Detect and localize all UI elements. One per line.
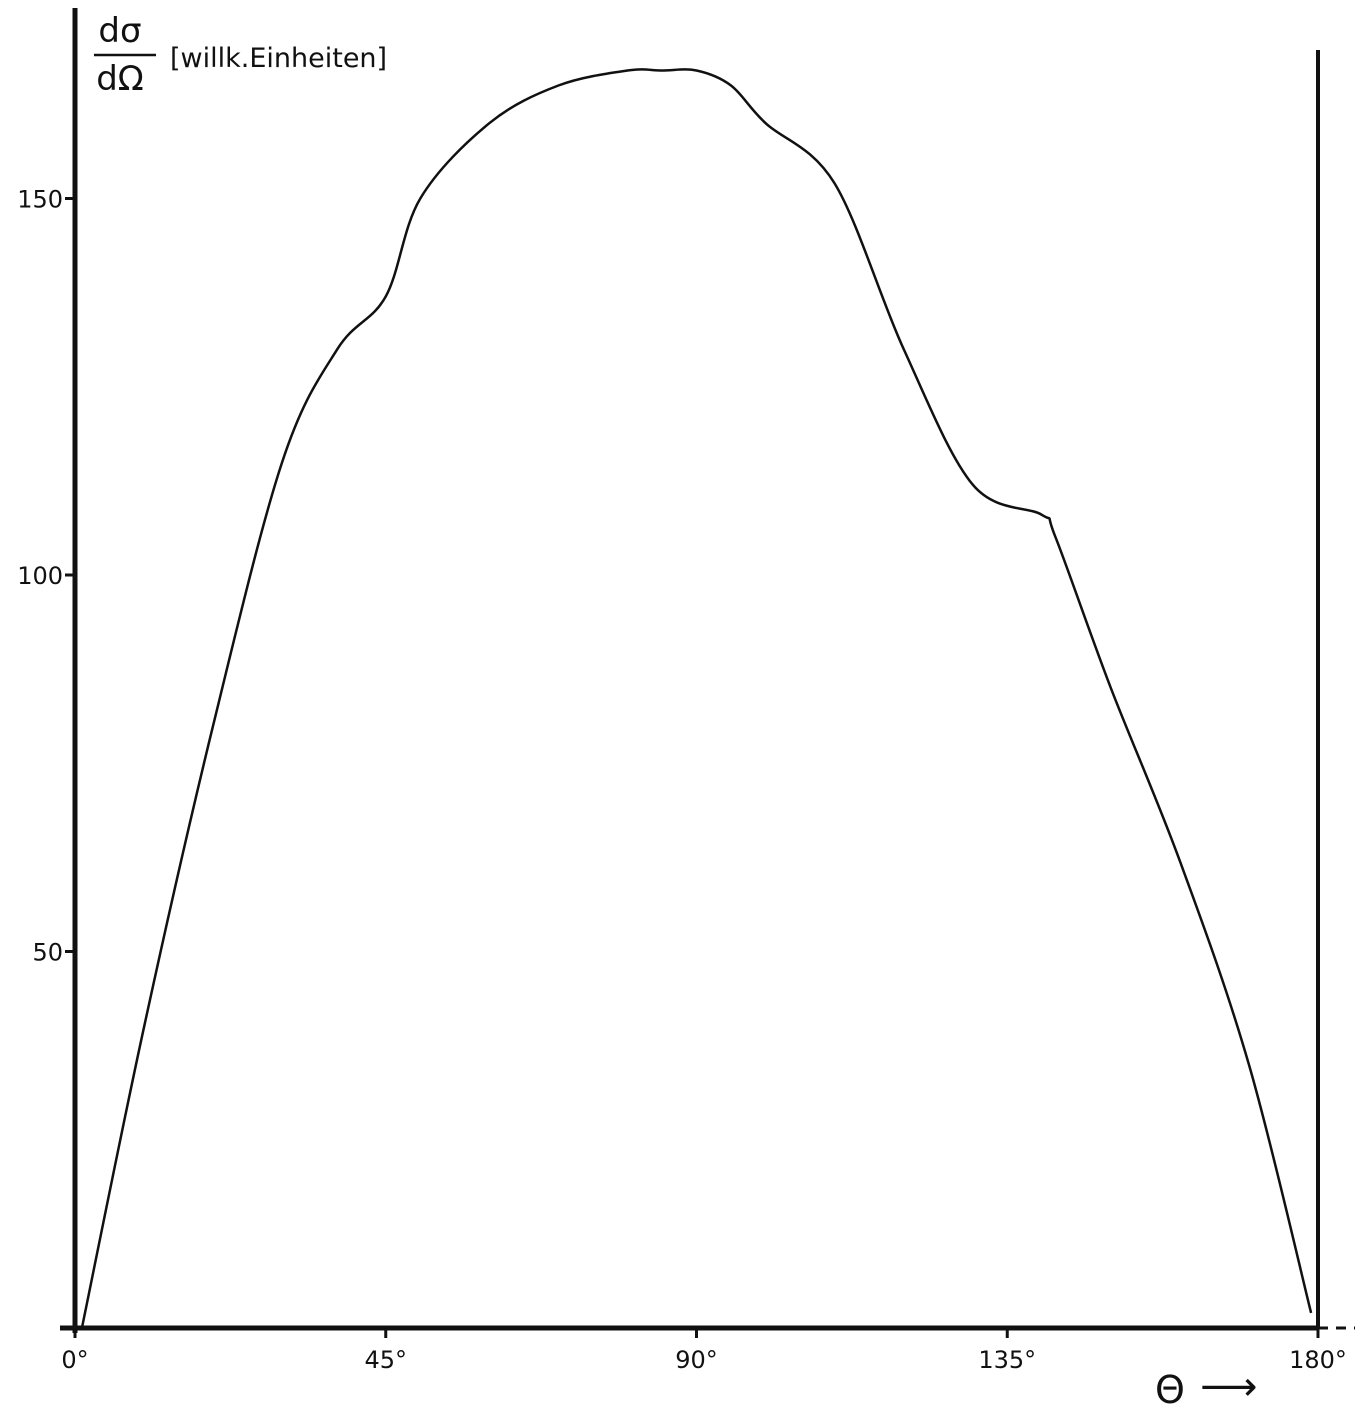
x-axis-label: Θ ⟶ xyxy=(1155,1364,1257,1410)
xlabel-arrow-icon: ⟶ xyxy=(1200,1364,1257,1410)
x-tick-label: 180° xyxy=(1289,1346,1347,1374)
x-tick-label: 45° xyxy=(364,1346,407,1374)
ylabel-numerator: dσ xyxy=(98,11,141,51)
x-tick-label: 90° xyxy=(675,1346,718,1374)
y-tick-label: 100 xyxy=(17,562,63,590)
y-axis-label: dσ dΩ [willk.Einheiten] xyxy=(94,11,387,99)
y-tick-label: 50 xyxy=(32,939,63,967)
series-line xyxy=(80,68,1313,1329)
ylabel-denominator: dΩ xyxy=(96,59,144,99)
y-ticks: 50 100 150 xyxy=(17,186,75,967)
x-tick-label: 0° xyxy=(61,1346,88,1374)
x-ticks: 0° 45° 90° 135° 180° xyxy=(61,1328,1347,1374)
ylabel-unit: [willk.Einheiten] xyxy=(170,43,387,74)
x-tick-label: 135° xyxy=(978,1346,1036,1374)
xlabel: Θ xyxy=(1155,1368,1185,1410)
y-tick-label: 150 xyxy=(17,186,63,214)
